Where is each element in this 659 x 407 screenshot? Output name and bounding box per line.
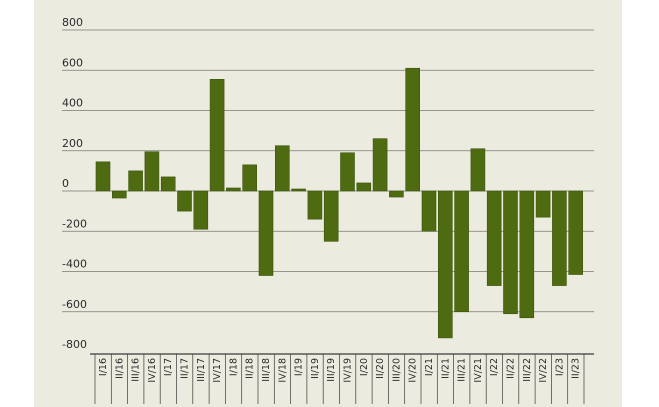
y-tick-label: -800 [62,338,87,351]
x-tick-label: III/21 [457,358,468,382]
bar [470,148,486,192]
bar [454,190,469,313]
x-tick-label: II/16 [114,358,125,379]
bar [177,190,192,212]
bar [519,190,535,319]
x-tick-label: I/19 [294,358,305,376]
x-tick-label: II/17 [180,358,191,379]
y-tick-label: -400 [62,258,87,271]
x-tick-label: IV/20 [408,358,419,383]
y-tick-label: -200 [62,217,87,230]
x-tick-label: III/19 [326,358,337,382]
y-tick-label: -600 [62,298,87,311]
x-axis-tick-labels: I/16 II/16 III/16 IV/16 I/17 II/17 III/17 IV/17… [98,358,582,383]
x-tick-label: III/18 [261,358,272,382]
bar [160,176,176,192]
bar [95,161,111,192]
y-axis-tick-labels: 800 600 400 200 0 -200 -400 -600 -800 [62,16,87,351]
x-tick-label: IV/22 [538,358,549,383]
bar [307,190,323,220]
bar [340,152,355,192]
x-tick-label: IV/17 [212,358,223,383]
x-tick-label: I/23 [554,358,565,376]
bar [535,190,551,218]
bar [356,182,372,192]
x-axis [90,353,594,404]
bar [372,138,388,192]
bar [323,190,339,242]
x-tick-label: II/19 [310,358,321,379]
x-tick-label: III/22 [522,358,533,382]
bar [258,190,274,276]
x-tick-label: II/20 [375,358,386,379]
x-tick-label: III/17 [196,358,207,382]
bar [568,190,584,275]
y-tick-label: 200 [62,137,83,150]
bar [486,190,502,286]
bar [226,187,241,192]
bar [144,151,160,192]
x-tick-label: II/23 [571,358,582,379]
x-tick-label: II/22 [506,358,517,379]
bar [552,190,567,286]
x-tick-label: IV/19 [343,358,354,383]
bar [112,190,127,199]
y-tick-label: 400 [62,97,83,110]
x-tick-label: IV/18 [277,358,288,383]
bar [291,188,306,192]
bar [242,164,257,192]
x-tick-label: III/16 [131,358,142,382]
bar [503,190,518,315]
bar [275,145,290,192]
x-tick-label: I/16 [98,358,109,376]
x-tick-label: I/22 [489,358,500,376]
bar [437,190,453,339]
bar [389,190,404,198]
x-tick-label: IV/16 [147,358,158,383]
x-tick-label: II/18 [245,358,256,379]
y-tick-label: 600 [62,56,83,69]
bars [95,67,584,339]
bar [405,67,421,192]
bar [193,190,209,230]
x-tick-label: I/17 [163,358,174,376]
x-tick-label: I/20 [359,358,370,376]
x-tick-label: I/18 [228,358,239,376]
x-tick-label: III/20 [391,358,402,382]
bar [209,79,225,192]
bar [128,170,143,192]
x-tick-label: II/21 [440,358,451,379]
y-tick-label: 0 [62,177,69,190]
y-tick-label: 800 [62,16,83,29]
x-tick-label: IV/21 [473,358,484,383]
chart-panel: 800 600 400 200 0 -200 -400 -600 -800 I/16 II/16 I… [34,0,622,407]
bar [421,190,437,232]
x-tick-label: I/21 [424,358,435,376]
